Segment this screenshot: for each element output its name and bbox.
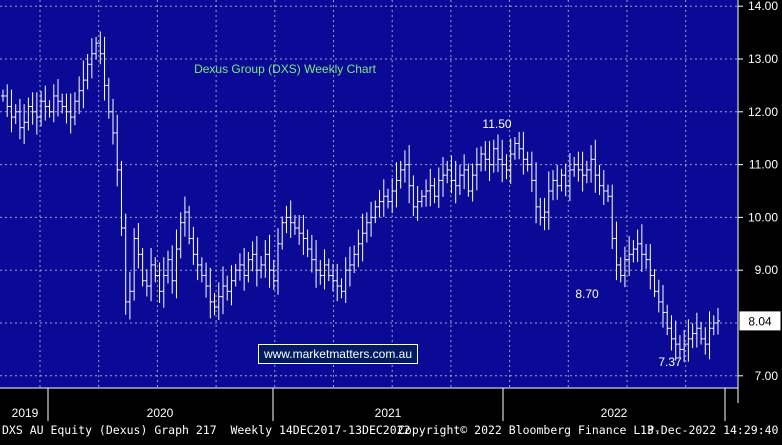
chart-labels: 7.008.009.0010.0011.0012.0013.0014.00201… bbox=[12, 0, 782, 420]
plot-background bbox=[0, 0, 738, 388]
price-annotation: 11.50 bbox=[482, 117, 511, 131]
price-annotation: 8.70 bbox=[575, 287, 599, 301]
price-bars bbox=[1, 31, 720, 363]
last-price-label: 8.04 bbox=[748, 314, 772, 328]
chart-footer: DXS AU Equity (Dexus) Graph 217 Weekly 1… bbox=[0, 421, 782, 440]
x-axis-panel bbox=[0, 388, 782, 421]
year-label: 2020 bbox=[147, 406, 174, 420]
y-tick-label: 12.00 bbox=[748, 105, 778, 119]
footer-timestamp: 13-Dec-2022 14:29:40 bbox=[640, 423, 779, 437]
y-tick-label: 13.00 bbox=[748, 52, 778, 66]
footer-left: DXS AU Equity (Dexus) Graph 217 Weekly 1… bbox=[2, 423, 411, 437]
y-tick-label: 14.00 bbox=[748, 0, 778, 13]
y-tick-label: 9.00 bbox=[755, 263, 779, 277]
y-tick-label: 10.00 bbox=[748, 210, 778, 224]
y-tick-label: 11.00 bbox=[749, 158, 778, 172]
price-annotation: 7.37 bbox=[658, 355, 682, 369]
year-label: 2022 bbox=[601, 406, 628, 420]
year-label: 2019 bbox=[12, 406, 39, 420]
grid-lines bbox=[0, 0, 743, 421]
footer-copyright: Copyright© 2022 Bloomberg Finance L.P. bbox=[398, 423, 662, 437]
y-axis-panel bbox=[738, 0, 782, 403]
year-label: 2021 bbox=[375, 406, 402, 420]
chart-title: Dexus Group (DXS) Weekly Chart bbox=[194, 62, 377, 76]
website-watermark[interactable]: www.marketmatters.com.au bbox=[258, 344, 418, 364]
y-tick-label: 7.00 bbox=[755, 369, 779, 383]
last-price-box bbox=[738, 310, 782, 332]
